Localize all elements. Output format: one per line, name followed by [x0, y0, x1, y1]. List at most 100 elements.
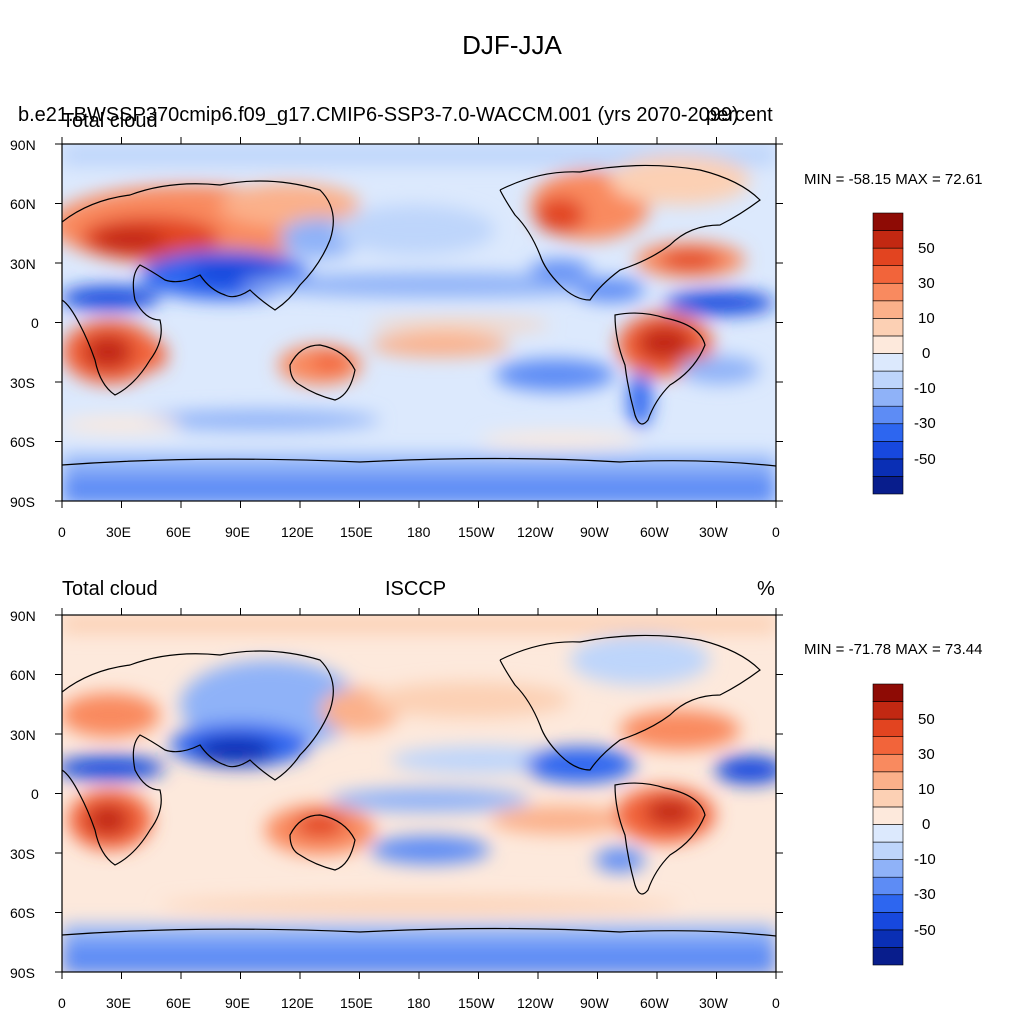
colorbar-box: [872, 683, 904, 702]
colorbar-box: [872, 423, 904, 442]
top-right-title: percent: [706, 104, 773, 126]
bottom-lat-label: 90N: [10, 608, 36, 624]
colorbar-box: [872, 841, 904, 860]
bottom-lat-label: 0: [31, 786, 39, 802]
top-lon-label: 30E: [106, 524, 131, 540]
top-minmax: MIN = -58.15 MAX = 72.61: [804, 171, 983, 188]
top-contour-field: [62, 144, 776, 501]
colorbar-box: [872, 230, 904, 249]
top-colorbar-label: 0: [922, 345, 931, 362]
bottom-lon-label: 30E: [106, 995, 131, 1011]
bottom-map: [61, 614, 777, 973]
top-lat-label: 0: [31, 315, 39, 331]
colorbar-box: [872, 353, 904, 372]
top-coastlines: [62, 164, 776, 467]
top-lon-label: 90E: [225, 524, 250, 540]
colorbar-box: [872, 458, 904, 477]
top-lat-label: 30S: [10, 375, 35, 391]
top-lat-label: 90S: [10, 494, 35, 510]
top-lat-label: 60S: [10, 434, 35, 450]
top-lon-label: 150W: [458, 524, 495, 540]
colorbar-box: [872, 753, 904, 773]
colorbar-box: [872, 789, 904, 808]
colorbar-box: [872, 212, 904, 231]
bottom-lat-label: 60N: [10, 667, 36, 683]
bottom-colorbar: [872, 683, 904, 966]
bottom-lon-label: 30W: [699, 995, 728, 1011]
bottom-lon-label: 150E: [340, 995, 373, 1011]
colorbar-box: [872, 388, 904, 407]
bottom-colorbar-label: 50: [918, 711, 935, 728]
colorbar-box: [872, 736, 904, 755]
colorbar-box: [872, 476, 904, 495]
colorbar-box: [872, 912, 904, 931]
top-lon-label: 150E: [340, 524, 373, 540]
top-colorbar: [872, 212, 904, 495]
colorbar-box: [872, 947, 904, 966]
top-lon-label: 180: [407, 524, 431, 540]
colorbar-box: [872, 265, 904, 284]
colorbar-box: [872, 876, 904, 896]
bottom-lon-label: 150W: [458, 995, 495, 1011]
bottom-lon-label: 120E: [281, 995, 314, 1011]
bottom-center-title: ISCCP: [385, 578, 447, 600]
bottom-lon-label: 60E: [166, 995, 191, 1011]
top-colorbar-label: 50: [918, 240, 935, 257]
colorbar-box: [872, 405, 904, 425]
bottom-colorbar-label: 0: [922, 816, 931, 833]
colorbar-box: [872, 335, 904, 354]
colorbar-box: [872, 718, 904, 737]
top-lon-label: 30W: [699, 524, 728, 540]
bottom-colorbar-label: 30: [918, 746, 935, 763]
bottom-lon-label: 0: [772, 995, 780, 1011]
top-run-title: b.e21.BWSSP370cmip6.f09_g17.CMIP6-SSP3-7…: [18, 104, 739, 126]
top-lon-label: 0: [772, 524, 780, 540]
bottom-lon-label: 120W: [517, 995, 554, 1011]
bottom-lon-label: 60W: [640, 995, 669, 1011]
bottom-colorbar-label: -30: [914, 886, 936, 903]
top-lat-label: 30N: [10, 256, 36, 272]
bottom-lat-label: 90S: [10, 965, 35, 981]
top-lat-label: 60N: [10, 196, 36, 212]
bottom-lat-label: 30S: [10, 846, 35, 862]
bottom-lon-label: 90W: [580, 995, 609, 1011]
top-lon-label: 120W: [517, 524, 554, 540]
colorbar-box: [872, 771, 904, 790]
bottom-colorbar-label: 10: [918, 781, 935, 798]
colorbar-box: [872, 441, 904, 460]
top-colorbar-label: 10: [918, 310, 935, 327]
bottom-colorbar-label: -50: [914, 922, 936, 939]
bottom-coastlines: [62, 634, 776, 937]
top-lon-label: 120E: [281, 524, 314, 540]
bottom-right-title: %: [757, 578, 775, 600]
top-colorbar-label: -10: [914, 380, 936, 397]
colorbar-box: [872, 701, 904, 720]
bottom-lat-label: 60S: [10, 905, 35, 921]
colorbar-box: [872, 370, 904, 389]
colorbar-box: [872, 318, 904, 337]
colorbar-box: [872, 247, 904, 266]
colorbar-box: [872, 894, 904, 913]
top-colorbar-label: 30: [918, 275, 935, 292]
colorbar-box: [872, 929, 904, 948]
bottom-lon-label: 0: [58, 995, 66, 1011]
colorbar-box: [872, 282, 904, 302]
top-lat-label: 90N: [10, 137, 36, 153]
figure-title: DJF-JJA: [462, 30, 562, 60]
top-colorbar-label: -50: [914, 451, 936, 468]
bottom-lon-label: 180: [407, 995, 431, 1011]
top-map: [61, 143, 777, 502]
top-lon-label: 60E: [166, 524, 191, 540]
colorbar-box: [872, 824, 904, 843]
bottom-left-title: Total cloud: [62, 578, 158, 600]
top-colorbar-label: -30: [914, 415, 936, 432]
top-lon-label: 90W: [580, 524, 609, 540]
top-lon-label: 60W: [640, 524, 669, 540]
bottom-colorbar-label: -10: [914, 851, 936, 868]
bottom-lat-label: 30N: [10, 727, 36, 743]
bottom-lon-label: 90E: [225, 995, 250, 1011]
bottom-contour-field: [62, 615, 776, 972]
colorbar-box: [872, 806, 904, 825]
top-lon-label: 0: [58, 524, 66, 540]
